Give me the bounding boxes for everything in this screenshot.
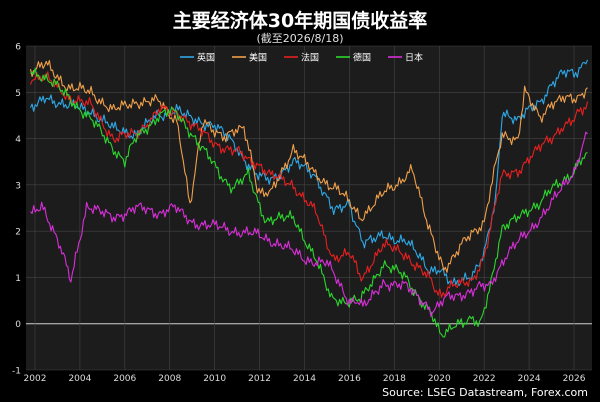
x-tick-label: 2022 xyxy=(473,374,496,384)
y-tick-label: 3 xyxy=(15,181,21,191)
x-tick-label: 2004 xyxy=(68,374,91,384)
legend-label: 法国 xyxy=(301,52,319,64)
series-line-4 xyxy=(30,131,588,317)
x-tick-label: 2026 xyxy=(563,374,586,384)
x-tick-label: 2008 xyxy=(158,374,181,384)
x-tick-label: 2016 xyxy=(338,374,361,384)
y-tick-label: 2 xyxy=(15,228,21,238)
x-tick-label: 2010 xyxy=(203,374,226,384)
y-tick-label: 0 xyxy=(15,320,21,330)
chart-subtitle: (截至2026/8/18) xyxy=(256,32,344,45)
x-tick-label: 2006 xyxy=(113,374,136,384)
legend-label: 英国 xyxy=(197,52,215,64)
chart-title: 主要经济体30年期国债收益率 xyxy=(172,10,428,32)
x-tick-label: 2018 xyxy=(383,374,406,384)
y-tick-label: 6 xyxy=(15,43,21,53)
series-line-3 xyxy=(30,67,588,338)
legend-label: 日本 xyxy=(405,52,423,64)
legend-label: 德国 xyxy=(353,52,371,64)
series-line-2 xyxy=(29,71,589,298)
x-tick-label: 2024 xyxy=(518,374,541,384)
series-line-1 xyxy=(29,59,588,273)
y-tick-label: 5 xyxy=(15,89,21,99)
y-tick-label: 4 xyxy=(15,135,21,145)
legend-label: 美国 xyxy=(249,52,267,64)
x-tick-label: 2002 xyxy=(24,374,47,384)
y-tick-label: -1 xyxy=(12,367,21,377)
x-tick-label: 2014 xyxy=(293,374,316,384)
chart-source: Source: LSEG Datastream, Forex.com xyxy=(382,386,588,399)
x-tick-label: 2020 xyxy=(428,374,451,384)
plot-area xyxy=(26,46,592,370)
x-tick-label: 2012 xyxy=(248,374,271,384)
y-tick-label: 1 xyxy=(15,274,21,284)
